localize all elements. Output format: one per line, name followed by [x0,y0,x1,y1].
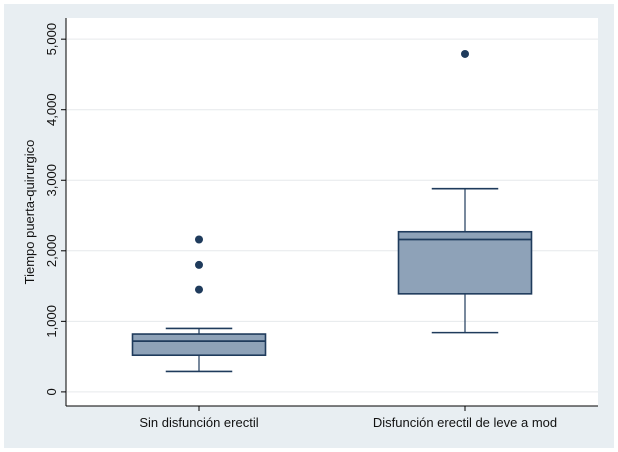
x-tick-label: Disfunción erectil de leve a mod [373,415,557,430]
y-tick-label: 2,000 [44,235,59,268]
y-tick-label: 1,000 [44,305,59,338]
y-tick-label: 3,000 [44,164,59,197]
box-group [397,49,533,334]
y-tick-label: 5,000 [44,23,59,56]
boxes [131,49,533,373]
y-axis-label: Tiempo puerta-quirurgico [22,140,37,285]
y-axis: 0 1,000 2,000 3,000 4,000 5,000 [44,18,67,406]
outlier-point [461,49,469,58]
outlier-point [195,285,203,294]
y-tick-label: 4,000 [44,93,59,126]
box-group [131,235,267,373]
outlier-point [195,235,203,244]
outlier-point [195,260,203,269]
y-tick-label: 0 [44,388,59,395]
box-iqr [131,333,267,357]
x-tick-label: Sin disfunción erectil [139,415,258,430]
box-iqr [397,230,533,295]
x-axis: Sin disfunción erectil Disfunción erectil… [66,405,598,430]
